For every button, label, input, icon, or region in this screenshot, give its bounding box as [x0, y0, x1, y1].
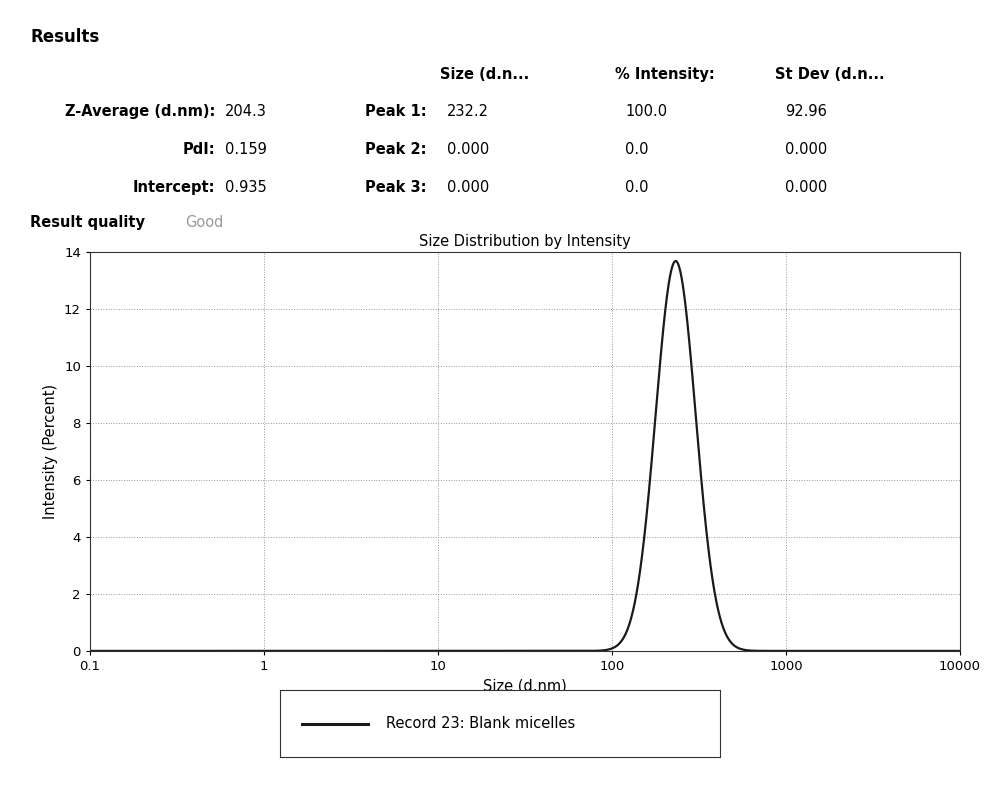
Text: St Dev (d.n...: St Dev (d.n... — [775, 67, 885, 82]
Text: Results: Results — [30, 28, 99, 46]
Text: 0.000: 0.000 — [785, 142, 827, 157]
Text: Result quality: Result quality — [30, 215, 145, 230]
Text: 0.000: 0.000 — [785, 180, 827, 195]
Title: Size Distribution by Intensity: Size Distribution by Intensity — [419, 234, 631, 249]
Text: 0.159: 0.159 — [225, 142, 267, 157]
Text: 0.000: 0.000 — [447, 180, 489, 195]
Text: 0.935: 0.935 — [225, 180, 267, 195]
Text: Peak 1:: Peak 1: — [365, 104, 427, 119]
Text: PdI:: PdI: — [182, 142, 215, 157]
Text: Z-Average (d.nm):: Z-Average (d.nm): — [65, 104, 215, 119]
X-axis label: Size (d.nm): Size (d.nm) — [483, 679, 567, 694]
Text: Good: Good — [185, 215, 223, 230]
Text: 0.000: 0.000 — [447, 142, 489, 157]
Text: 92.96: 92.96 — [785, 104, 827, 119]
Text: Intercept:: Intercept: — [132, 180, 215, 195]
Text: Peak 3:: Peak 3: — [365, 180, 426, 195]
Text: 232.2: 232.2 — [447, 104, 489, 119]
Text: 100.0: 100.0 — [625, 104, 667, 119]
Text: Peak 2:: Peak 2: — [365, 142, 426, 157]
Text: Record 23: Blank micelles: Record 23: Blank micelles — [386, 716, 575, 731]
Y-axis label: Intensity (Percent): Intensity (Percent) — [43, 384, 58, 519]
Text: 0.0: 0.0 — [625, 142, 648, 157]
Text: 0.0: 0.0 — [625, 180, 648, 195]
Text: 204.3: 204.3 — [225, 104, 267, 119]
Text: Size (d.n...: Size (d.n... — [440, 67, 529, 82]
Text: % Intensity:: % Intensity: — [615, 67, 715, 82]
